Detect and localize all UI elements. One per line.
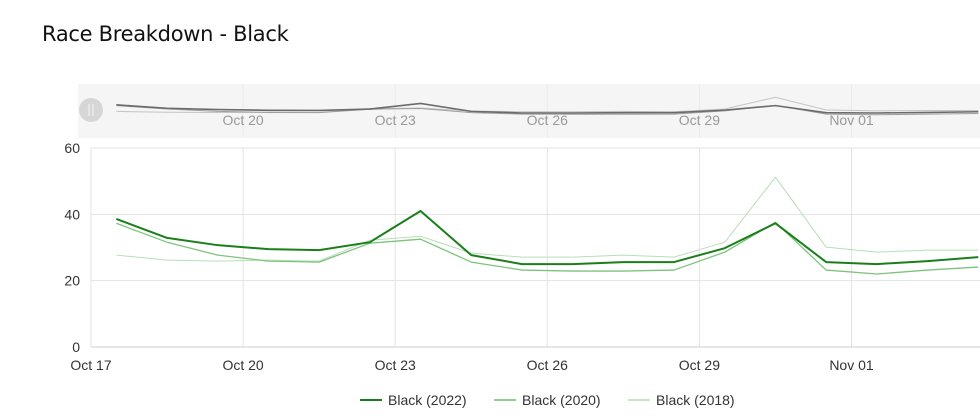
legend-label: Black (2020) (522, 392, 601, 408)
legend-item-2018[interactable]: Black (2018) (628, 392, 735, 408)
legend-swatch-2018 (628, 399, 650, 401)
legend-item-2020[interactable]: Black (2020) (494, 392, 601, 408)
x-tick-label: Oct 29 (679, 357, 720, 373)
navigator[interactable]: Oct 20 Oct 23 Oct 26 Oct 29 Nov 01 (78, 84, 980, 138)
y-tick-label: 40 (64, 206, 80, 222)
navigator-tick-label: Oct 23 (375, 112, 416, 128)
legend-item-2022[interactable]: Black (2022) (360, 392, 467, 408)
navigator-tick-label: Oct 20 (222, 112, 263, 128)
series-line[interactable] (116, 210, 979, 266)
pause-handle-icon[interactable] (79, 98, 103, 122)
x-axis: Oct 17 Oct 20 Oct 23 Oct 26 Oct 29 Nov 01 (70, 357, 874, 373)
x-tick-label: Oct 26 (527, 357, 568, 373)
navigator-series-line (116, 104, 979, 116)
navigator-background[interactable] (78, 84, 980, 138)
y-tick-label: 20 (64, 273, 80, 289)
x-tick-label: Nov 01 (829, 357, 874, 373)
x-tick-label: Oct 23 (375, 357, 416, 373)
legend-swatch-2022 (360, 399, 382, 401)
legend: Black (2022) Black (2020) Black (2018) (0, 392, 980, 414)
legend-label: Black (2018) (656, 392, 735, 408)
legend-label: Black (2022) (388, 392, 467, 408)
series-line[interactable] (116, 221, 979, 275)
y-axis: 0 20 40 60 (64, 140, 80, 355)
navigator-handle[interactable] (79, 98, 103, 122)
series-lines (116, 176, 979, 275)
grid-lines (90, 147, 980, 348)
legend-swatch-2020 (494, 399, 516, 401)
x-tick-label: Oct 17 (70, 357, 111, 373)
navigator-tick-label: Oct 29 (679, 112, 720, 128)
y-tick-label: 60 (64, 140, 80, 156)
x-tick-label: Oct 20 (222, 357, 263, 373)
navigator-tick-label: Nov 01 (829, 112, 874, 128)
chart-title: Race Breakdown - Black (42, 22, 289, 46)
y-tick-label: 0 (72, 339, 80, 355)
navigator-series-line (116, 102, 979, 114)
navigator-tick-label: Oct 26 (527, 112, 568, 128)
